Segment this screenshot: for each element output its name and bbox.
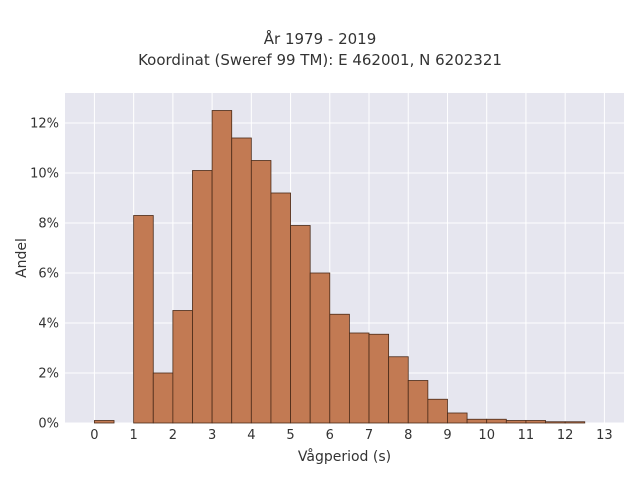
chart-title-line1: År 1979 - 2019: [263, 30, 377, 48]
x-tick-label: 12: [557, 428, 574, 443]
histogram-bar: [94, 420, 115, 424]
x-tick-label: 3: [208, 428, 216, 443]
y-tick-label: 4%: [38, 317, 59, 332]
y-axis-label: Andel: [14, 238, 30, 278]
histogram-bar: [564, 421, 586, 424]
x-tick-label: 0: [90, 428, 98, 443]
histogram-bar: [172, 310, 193, 424]
histogram-bar: [466, 418, 488, 424]
y-tick-label: 10%: [30, 167, 59, 182]
histogram-bar: [486, 418, 507, 424]
histogram-bar: [525, 420, 546, 424]
x-tick-label: 6: [326, 428, 334, 443]
y-tick-label: 6%: [38, 267, 59, 282]
x-tick-label: 1: [130, 428, 138, 443]
histogram-bar: [368, 333, 390, 424]
x-tick-label: 10: [478, 428, 495, 443]
histogram-bar: [133, 215, 154, 424]
histogram-bar: [231, 137, 252, 424]
histogram-bar: [427, 398, 448, 424]
histogram-bar: [505, 420, 527, 424]
histogram-bar: [388, 356, 409, 424]
y-tick-label: 12%: [30, 117, 59, 132]
histogram-bar: [270, 192, 291, 424]
chart-title-line2: Koordinat (Sweref 99 TM): E 462001, N 62…: [138, 51, 502, 69]
histogram-bar: [545, 421, 566, 424]
histogram-bar: [290, 225, 311, 424]
histogram-bar: [407, 380, 429, 424]
histogram-bar: [329, 313, 350, 424]
x-tick-label: 5: [286, 428, 294, 443]
histogram-bar: [211, 110, 233, 424]
histogram-bar: [250, 160, 272, 424]
x-tick-label: 8: [404, 428, 412, 443]
x-tick-label: 11: [518, 428, 535, 443]
x-axis-ticks: 0 1 2 3 4 5 6 7 8 9 10 11 12 13: [90, 428, 612, 443]
x-tick-label: 2: [169, 428, 177, 443]
histogram-bars: [94, 110, 586, 424]
y-axis-ticks: 0% 2% 4% 6% 8% 10% 12%: [30, 117, 59, 432]
histogram-bar: [447, 412, 468, 424]
y-tick-label: 8%: [38, 217, 59, 232]
histogram-bar: [349, 332, 370, 424]
histogram-bar: [192, 170, 213, 424]
x-tick-label: 9: [443, 428, 451, 443]
x-tick-label: 13: [596, 428, 613, 443]
y-tick-label: 2%: [38, 367, 59, 382]
x-tick-label: 7: [365, 428, 373, 443]
y-tick-label: 0%: [38, 417, 59, 432]
histogram-bar: [309, 272, 331, 424]
x-axis-label: Vågperiod (s): [298, 448, 391, 465]
histogram-bar: [152, 372, 174, 424]
x-tick-label: 4: [247, 428, 255, 443]
